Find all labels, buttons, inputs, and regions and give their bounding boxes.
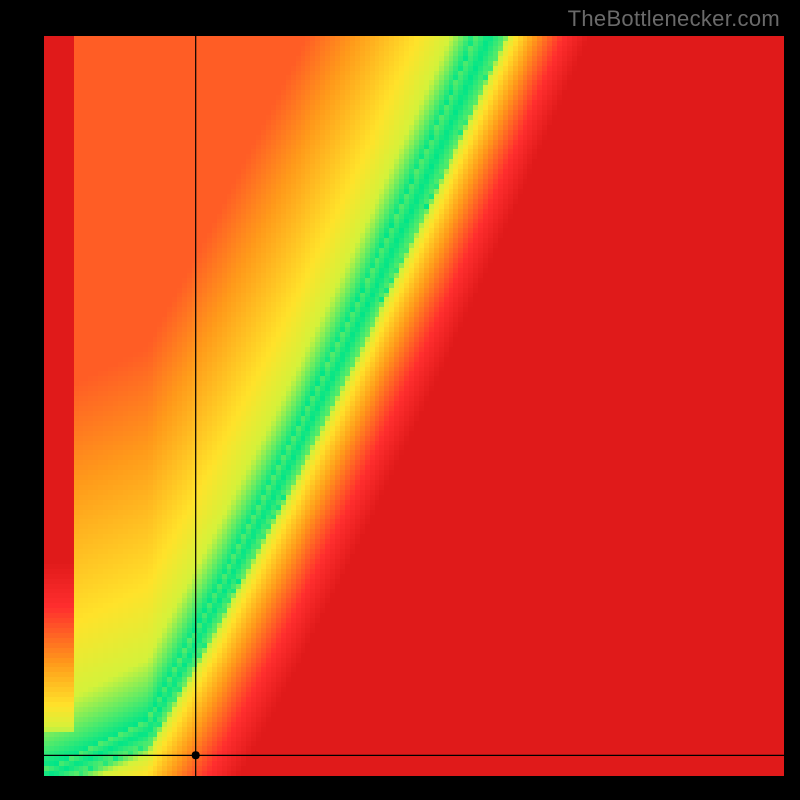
chart-container: { "watermark": { "text": "TheBottlenecke… — [0, 0, 800, 800]
crosshair-overlay — [0, 0, 800, 800]
